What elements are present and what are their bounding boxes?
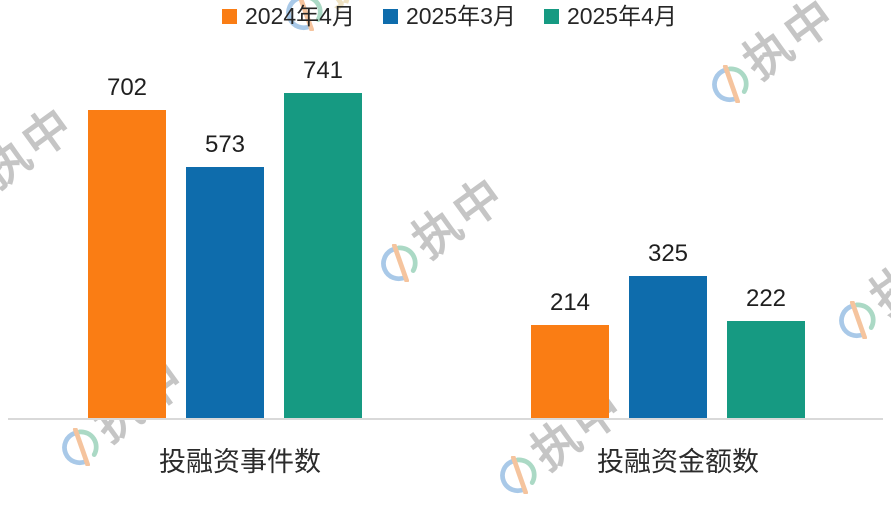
bar-2025年4月-投融资事件数 (284, 93, 362, 419)
bar-value-label: 222 (745, 285, 787, 312)
legend-item-3: 2025年4月 (543, 3, 677, 29)
legend-item-1: 2024年4月 (222, 3, 355, 29)
legend-swatch-icon (222, 9, 237, 25)
bar-value-label: 214 (549, 289, 591, 316)
bar-2025年3月-投融资事件数 (186, 167, 264, 419)
category-label-1: 投融资事件数 (159, 447, 321, 477)
chart-page: 执中 执中 执中 执中 (0, 0, 891, 494)
bar-2025年4月-投融资金额数 (727, 321, 805, 419)
bar-2024年4月-投融资金额数 (531, 325, 609, 419)
bar-value-label: 325 (647, 240, 689, 267)
legend-swatch-icon (382, 9, 398, 25)
category-label-2: 投融资金额数 (597, 447, 759, 477)
bar-value-label: 741 (302, 57, 344, 84)
legend-label: 2025年3月 (405, 3, 516, 29)
legend-swatch-icon (543, 9, 559, 25)
bar-2024年4月-投融资事件数 (88, 110, 166, 419)
bar-2025年3月-投融资金额数 (629, 276, 707, 419)
x-axis-line (8, 418, 883, 420)
chart-legend: 2024年4月 2025年3月 2025年4月 (222, 3, 677, 29)
bar-value-label: 573 (204, 131, 246, 158)
bar-value-label: 702 (106, 74, 148, 101)
bar-chart: 702 214 573 325 741 222 (8, 57, 883, 420)
legend-label: 2024年4月 (245, 3, 355, 29)
legend-item-2: 2025年3月 (382, 3, 516, 29)
legend-label: 2025年4月 (566, 3, 677, 29)
